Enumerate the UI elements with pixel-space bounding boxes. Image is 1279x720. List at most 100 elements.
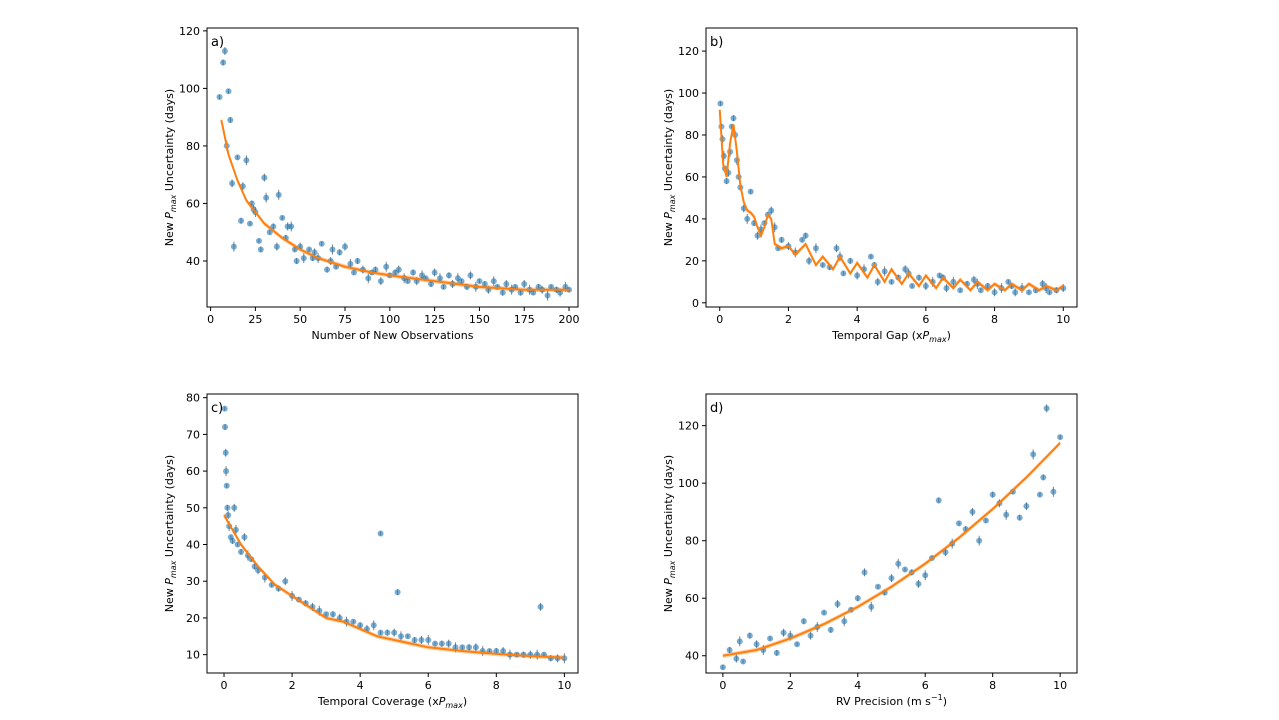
data-point [970, 276, 977, 283]
x-tick-label: 0 [221, 679, 228, 692]
data-point [989, 491, 996, 498]
data-point [225, 88, 232, 95]
data-points [216, 48, 573, 299]
data-point [323, 611, 330, 618]
data-point [544, 292, 551, 299]
data-point [768, 207, 775, 214]
data-point [238, 548, 245, 555]
data-point [300, 255, 307, 262]
axes-frame [206, 27, 579, 308]
data-point [372, 266, 379, 273]
panel-label: b) [710, 35, 723, 50]
data-point [318, 240, 325, 247]
data-point [834, 600, 841, 607]
data-point [221, 48, 228, 55]
data-point [969, 508, 976, 515]
data-point [282, 578, 289, 585]
data-point [991, 289, 998, 296]
data-point [955, 520, 962, 527]
data-point [391, 629, 398, 636]
fit-line [722, 442, 1061, 657]
data-point [445, 272, 452, 279]
data-point [821, 609, 828, 616]
data-point [840, 270, 847, 277]
data-point [802, 232, 809, 239]
data-point [719, 664, 726, 671]
data-point [773, 649, 780, 656]
data-point [418, 636, 425, 643]
x-tick-label: 125 [424, 313, 445, 326]
panel-c: 0 2 4 6 8 10 10 20 30 40 50 60 70 80 c) Temporal Covera… [163, 392, 579, 710]
data-point [459, 644, 466, 651]
data-point [311, 249, 318, 256]
panel-label: c) [211, 401, 223, 416]
data-point [432, 640, 439, 647]
data-point [229, 180, 236, 187]
y-tick-label: 40 [685, 213, 699, 226]
data-point [1039, 280, 1046, 287]
data-point [736, 638, 743, 645]
data-point [915, 274, 922, 281]
data-point [377, 530, 384, 537]
data-point [336, 249, 343, 256]
data-point [394, 589, 401, 596]
panel-a: 0 25 50 75 100 125 150 175 200 40 60 80 100 120 a) Numb… [163, 25, 580, 342]
data-point [1025, 289, 1032, 296]
data-point [867, 253, 874, 260]
data-point [223, 482, 230, 489]
data-point [452, 644, 459, 651]
data-point [915, 580, 922, 587]
data-point [754, 232, 761, 239]
data-point [350, 618, 357, 625]
data-point [740, 658, 747, 665]
data-point [222, 424, 229, 431]
data-point [234, 154, 241, 161]
fit-line [220, 119, 570, 291]
y-tick-label: 40 [186, 255, 200, 268]
data-point [229, 537, 236, 544]
data-point [357, 622, 364, 629]
data-point [383, 263, 390, 270]
data-point [275, 191, 282, 198]
data-point [730, 115, 737, 122]
data-point [220, 59, 227, 66]
data-point [476, 278, 483, 285]
data-point [500, 647, 507, 654]
data-point [888, 278, 895, 285]
data-point [270, 223, 277, 230]
data-point [431, 269, 438, 276]
error-bars [219, 47, 570, 301]
data-point [467, 272, 474, 279]
error-bars [719, 101, 1064, 297]
data-point [909, 283, 916, 290]
data-point [833, 245, 840, 252]
data-point [306, 246, 313, 253]
data-point [230, 243, 237, 250]
x-axis-label: Temporal Coverage (xPmax) [317, 695, 467, 710]
data-point [517, 289, 524, 296]
data-point [847, 257, 854, 264]
data-point [227, 117, 234, 124]
data-point [490, 278, 497, 285]
data-point [723, 178, 730, 185]
data-point [977, 287, 984, 294]
data-point [881, 268, 888, 275]
x-tick-label: 4 [854, 679, 861, 692]
data-point [472, 644, 479, 651]
x-tick-label: 6 [425, 679, 432, 692]
data-point [438, 640, 445, 647]
data-point [778, 236, 785, 243]
y-axis-label: New Pmax Uncertainty (days) [662, 455, 677, 612]
x-tick-label: 100 [379, 313, 400, 326]
data-point [221, 405, 228, 412]
data-point [1005, 278, 1012, 285]
y-tick-label: 40 [685, 650, 699, 663]
data-point [247, 220, 254, 227]
x-tick-label: 150 [469, 313, 490, 326]
data-point [753, 641, 760, 648]
axes-frame [705, 393, 1078, 674]
data-point [263, 194, 270, 201]
x-tick-label: 6 [922, 679, 929, 692]
x-tick-label: 0 [207, 313, 214, 326]
x-axis-label: RV Precision (m s−1) [836, 693, 947, 708]
